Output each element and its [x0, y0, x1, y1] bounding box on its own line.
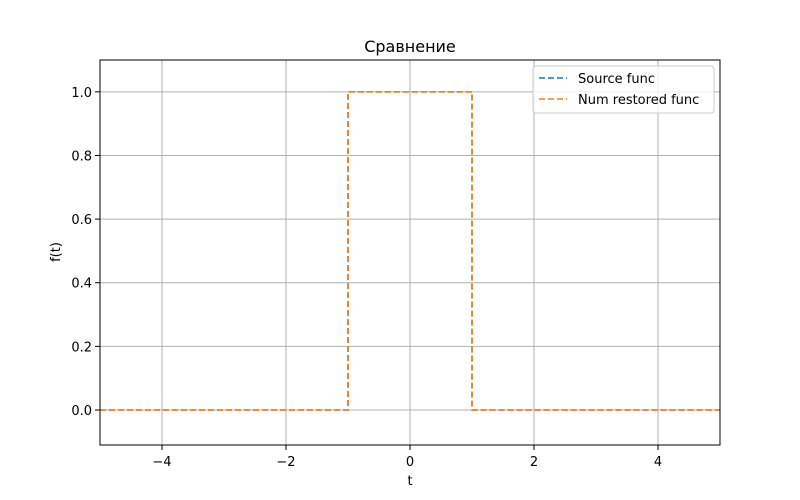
chart-title: Сравнение — [364, 37, 456, 56]
x-tick-label: 2 — [530, 455, 538, 470]
legend-label: Source func — [578, 72, 655, 87]
x-axis: −4 −2 0 2 4 — [152, 445, 662, 470]
y-tick-label: 0.2 — [71, 340, 92, 355]
y-tick-label: 0.8 — [71, 149, 92, 164]
y-axis: 0.0 0.2 0.4 0.6 0.8 1.0 — [71, 86, 100, 419]
y-axis-label: f(t) — [49, 242, 64, 262]
y-tick-label: 1.0 — [71, 86, 92, 101]
y-tick-label: 0.6 — [71, 213, 92, 228]
legend-box — [532, 65, 715, 114]
x-tick-label: 4 — [654, 455, 662, 470]
legend: Source func Num restored func — [532, 65, 715, 114]
x-tick-label: −4 — [152, 455, 171, 470]
legend-label: Num restored func — [578, 93, 699, 108]
x-tick-label: −2 — [276, 455, 295, 470]
series-line-2 — [100, 91, 720, 411]
y-tick-label: 0.4 — [71, 277, 92, 292]
x-axis-label: t — [407, 474, 412, 489]
y-tick-label: 0.0 — [71, 404, 92, 419]
series-layer — [100, 91, 720, 411]
x-tick-label: 0 — [406, 455, 414, 470]
grid — [100, 60, 720, 445]
